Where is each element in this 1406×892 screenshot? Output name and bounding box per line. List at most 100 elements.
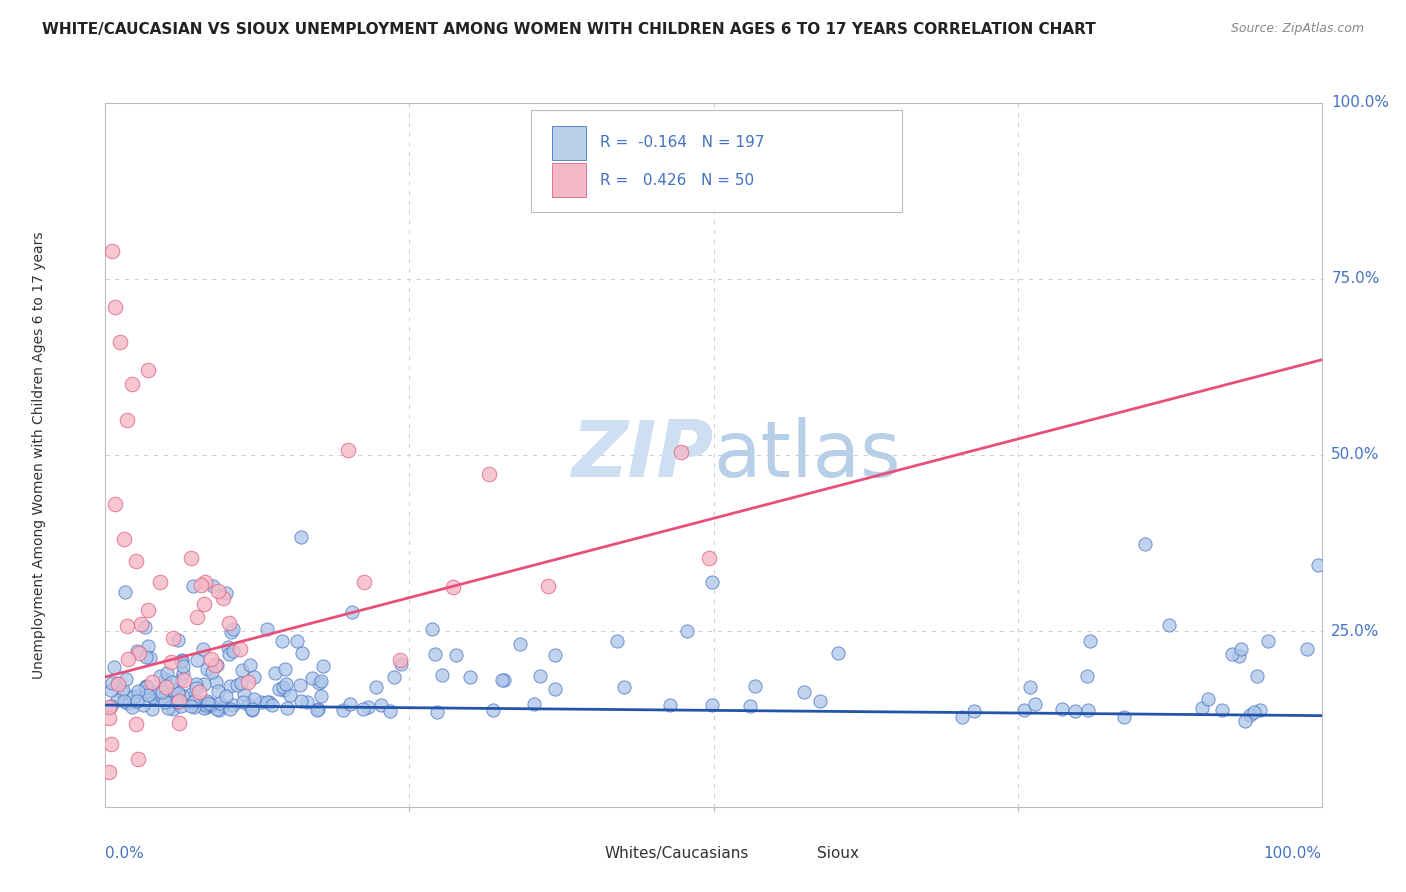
Point <box>202 579 225 593</box>
Text: WHITE/CAUCASIAN VS SIOUX UNEMPLOYMENT AMONG WOMEN WITH CHILDREN AGES 6 TO 17 YEA: WHITE/CAUCASIAN VS SIOUX UNEMPLOYMENT AM… <box>42 22 1095 37</box>
Point <box>1078 634 1101 648</box>
Point <box>136 363 159 377</box>
Point <box>357 700 380 714</box>
Point <box>342 605 364 619</box>
Point <box>115 696 138 710</box>
Point <box>112 694 135 708</box>
Point <box>1014 703 1036 717</box>
FancyBboxPatch shape <box>568 839 598 866</box>
Point <box>153 695 176 709</box>
Point <box>135 680 157 694</box>
Point <box>100 682 122 697</box>
Point <box>172 689 194 703</box>
Point <box>430 667 453 681</box>
Point <box>700 575 723 590</box>
Point <box>236 697 259 711</box>
Point <box>491 673 513 687</box>
Point <box>523 697 546 711</box>
Point <box>458 670 481 684</box>
Point <box>166 690 188 705</box>
Point <box>183 700 205 714</box>
Point <box>242 670 264 684</box>
Point <box>205 702 228 716</box>
Point <box>193 597 215 611</box>
Point <box>699 551 721 566</box>
Text: 25.0%: 25.0% <box>1331 624 1379 639</box>
Point <box>1249 703 1271 717</box>
Point <box>1191 701 1213 715</box>
Point <box>155 665 177 680</box>
Point <box>181 578 204 592</box>
Point <box>1197 692 1219 706</box>
Point <box>278 689 301 703</box>
Point <box>256 694 278 708</box>
Point <box>290 530 312 544</box>
Point <box>149 669 172 683</box>
Text: R =   0.426   N = 50: R = 0.426 N = 50 <box>600 172 755 187</box>
Point <box>114 584 136 599</box>
Point <box>194 575 217 590</box>
Point <box>1211 703 1233 717</box>
FancyBboxPatch shape <box>551 163 586 197</box>
Point <box>1306 558 1329 573</box>
Point <box>172 659 194 673</box>
Point <box>222 622 245 636</box>
Point <box>128 646 150 660</box>
Point <box>167 686 190 700</box>
Text: 50.0%: 50.0% <box>1331 448 1379 462</box>
Point <box>172 665 194 680</box>
Point <box>606 634 628 648</box>
Point <box>145 685 167 699</box>
Point <box>1227 648 1250 663</box>
Point <box>1076 703 1098 717</box>
Point <box>136 688 159 702</box>
Point <box>702 698 724 712</box>
Point <box>336 443 359 458</box>
Point <box>808 694 831 708</box>
Point <box>172 652 194 666</box>
Point <box>793 685 815 699</box>
Point <box>184 681 207 696</box>
Point <box>197 696 219 710</box>
Point <box>195 694 218 708</box>
Point <box>1024 697 1046 711</box>
Point <box>97 765 120 780</box>
FancyBboxPatch shape <box>780 839 811 866</box>
Point <box>127 752 149 766</box>
Point <box>134 620 156 634</box>
Point <box>1220 647 1243 661</box>
Point <box>209 696 232 710</box>
Point <box>353 575 375 590</box>
Point <box>544 648 567 663</box>
Point <box>153 672 176 686</box>
Point <box>218 647 240 661</box>
Point <box>273 680 295 694</box>
Point <box>613 680 636 694</box>
Point <box>162 632 184 646</box>
Point <box>509 637 531 651</box>
Point <box>167 633 190 648</box>
Point <box>1296 641 1319 656</box>
Point <box>215 690 238 704</box>
Text: atlas: atlas <box>713 417 901 493</box>
Point <box>1239 708 1261 723</box>
Point <box>139 651 162 665</box>
Point <box>536 579 558 593</box>
Point <box>295 695 318 709</box>
Point <box>243 691 266 706</box>
Point <box>222 643 245 657</box>
Point <box>141 675 163 690</box>
Point <box>135 649 157 664</box>
Point <box>150 684 173 698</box>
Point <box>738 699 761 714</box>
Point <box>208 703 231 717</box>
Point <box>146 684 169 698</box>
Point <box>100 676 122 690</box>
Point <box>290 694 312 708</box>
Point <box>107 676 129 690</box>
Point <box>200 652 222 666</box>
Point <box>1257 634 1279 648</box>
Point <box>135 680 157 694</box>
Point <box>156 701 179 715</box>
Point <box>155 680 177 694</box>
